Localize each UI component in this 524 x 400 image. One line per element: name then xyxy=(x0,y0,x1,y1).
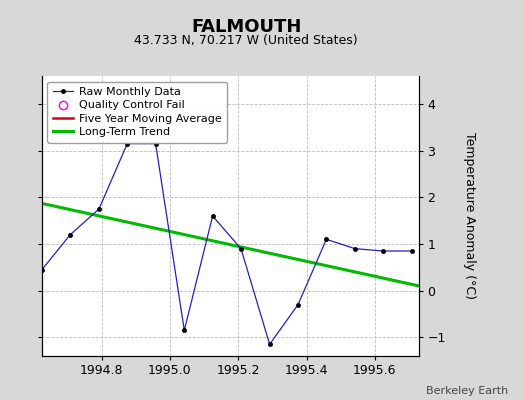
Text: 43.733 N, 70.217 W (United States): 43.733 N, 70.217 W (United States) xyxy=(135,34,358,47)
Line: Raw Monthly Data: Raw Monthly Data xyxy=(40,142,414,346)
Raw Monthly Data xyxy=(181,328,188,333)
Raw Monthly Data xyxy=(124,141,130,146)
Raw Monthly Data xyxy=(238,246,244,251)
Raw Monthly Data xyxy=(96,206,102,211)
Raw Monthly Data xyxy=(67,232,73,237)
Raw Monthly Data xyxy=(323,237,330,242)
Text: FALMOUTH: FALMOUTH xyxy=(191,18,301,36)
Y-axis label: Temperature Anomaly (°C): Temperature Anomaly (°C) xyxy=(463,132,476,300)
Raw Monthly Data xyxy=(295,302,301,307)
Raw Monthly Data xyxy=(267,342,273,347)
Text: Berkeley Earth: Berkeley Earth xyxy=(426,386,508,396)
Raw Monthly Data xyxy=(352,246,358,251)
Raw Monthly Data xyxy=(380,248,387,254)
Legend: Raw Monthly Data, Quality Control Fail, Five Year Moving Average, Long-Term Tren: Raw Monthly Data, Quality Control Fail, … xyxy=(48,82,227,143)
Raw Monthly Data xyxy=(210,214,216,218)
Raw Monthly Data xyxy=(152,141,159,146)
Raw Monthly Data xyxy=(409,248,415,254)
Raw Monthly Data xyxy=(39,267,45,272)
